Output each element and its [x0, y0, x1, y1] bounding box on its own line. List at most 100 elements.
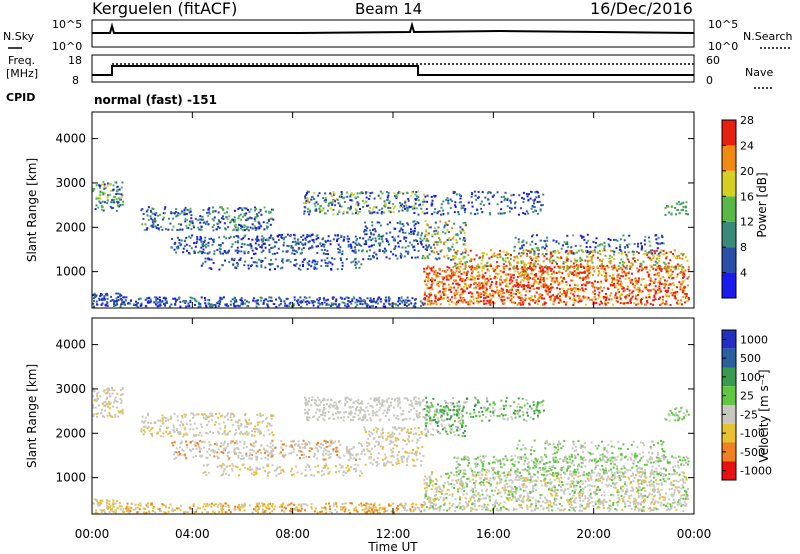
data-cell [560, 257, 563, 260]
data-cell [472, 302, 475, 305]
data-cell [180, 505, 183, 507]
data-cell [282, 238, 285, 241]
data-cell [219, 502, 222, 505]
data-cell [345, 258, 348, 261]
data-cell [183, 433, 186, 436]
data-cell [587, 259, 590, 262]
data-cell [531, 268, 534, 271]
data-cell [411, 256, 413, 259]
data-cell [529, 255, 532, 258]
data-cell [243, 250, 246, 253]
data-cell [430, 286, 433, 289]
data-cell [621, 271, 624, 274]
data-cell [603, 286, 605, 289]
data-cell [437, 282, 440, 285]
data-cell [521, 301, 524, 304]
data-cell [244, 412, 247, 415]
data-cell [602, 270, 605, 273]
data-cell [623, 239, 626, 242]
data-cell [200, 246, 203, 249]
data-cell [449, 238, 452, 241]
data-cell [532, 278, 535, 280]
data-cell [555, 279, 558, 282]
data-cell [402, 299, 405, 302]
data-cell [105, 398, 108, 401]
data-cell [186, 226, 189, 229]
data-cell [547, 273, 550, 276]
data-cell [102, 193, 105, 196]
data-cell [574, 259, 577, 262]
data-cell [251, 444, 254, 447]
data-cell [190, 412, 193, 415]
data-cell [360, 191, 363, 194]
data-cell [507, 252, 510, 255]
data-cell [172, 429, 175, 432]
data-cell [140, 430, 143, 433]
data-cell [510, 294, 513, 297]
data-cell [454, 274, 457, 277]
data-cell [378, 235, 381, 238]
data-cell [209, 412, 212, 415]
data-cell [319, 211, 322, 214]
data-cell [582, 235, 585, 238]
data-cell [365, 502, 368, 505]
data-cell [253, 434, 256, 437]
data-cell [423, 237, 426, 240]
data-cell [101, 499, 104, 502]
data-cell [637, 242, 640, 245]
data-cell [337, 237, 340, 240]
data-cell [645, 284, 648, 287]
data-cell [429, 279, 432, 281]
data-cell [259, 210, 262, 213]
data-cell [496, 277, 499, 280]
data-cell [522, 298, 524, 301]
data-cell [458, 237, 461, 240]
data-cell [240, 422, 243, 425]
data-cell [410, 230, 412, 233]
data-cell [628, 243, 631, 246]
data-cell [109, 506, 111, 509]
data-cell [623, 289, 626, 292]
data-cell [501, 295, 504, 298]
data-cell [510, 291, 513, 294]
data-cell [449, 248, 452, 251]
data-cell [313, 192, 316, 194]
data-cell [341, 192, 343, 195]
data-cell [308, 260, 311, 263]
data-cell [366, 250, 368, 253]
data-cell [203, 503, 206, 506]
data-cell [287, 504, 289, 507]
data-cell [147, 218, 150, 221]
data-cell [106, 501, 109, 504]
data-cell [510, 207, 513, 210]
data-cell [183, 209, 186, 212]
data-cell [605, 299, 607, 301]
data-cell [107, 389, 110, 392]
data-cell [407, 199, 410, 202]
data-cell [677, 299, 680, 302]
data-cell [518, 301, 521, 304]
data-cell [552, 303, 555, 306]
data-cell [274, 268, 276, 270]
data-cell [569, 287, 572, 290]
data-cell [236, 251, 239, 254]
colorbar-tick-label: 28 [740, 114, 754, 127]
data-cell [596, 265, 599, 268]
data-cell [422, 198, 425, 201]
data-cell [363, 202, 366, 205]
data-cell [358, 210, 361, 213]
data-cell [597, 287, 600, 290]
data-cell [210, 412, 213, 415]
data-cell [328, 202, 330, 205]
data-cell [348, 448, 351, 451]
data-cell [645, 296, 648, 299]
data-cell [185, 305, 188, 308]
data-cell [176, 429, 178, 431]
data-cell [459, 270, 461, 273]
data-cell [257, 511, 259, 514]
data-cell [174, 297, 176, 300]
data-cell [241, 506, 244, 509]
data-cell [221, 414, 224, 417]
data-cell [410, 243, 413, 246]
data-cell [623, 261, 626, 264]
